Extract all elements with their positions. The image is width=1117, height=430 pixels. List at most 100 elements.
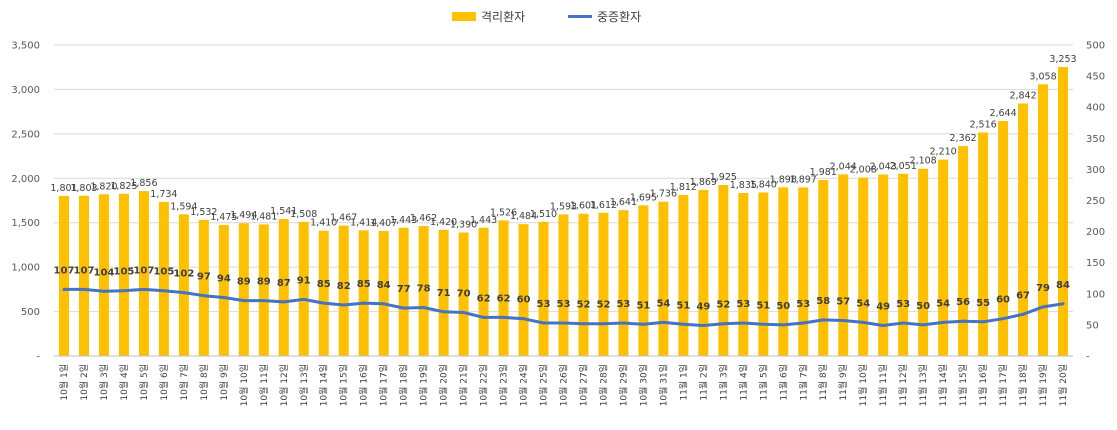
bar-value-label: 2,008 [850, 165, 877, 176]
bar-value-label: 1,410 [310, 218, 337, 229]
bar-isolated [138, 191, 149, 356]
bar-value-label: 1,508 [290, 209, 317, 220]
bar-isolated [558, 214, 569, 356]
line-value-label: 102 [173, 269, 194, 280]
y-right-tick-label: 100 [1086, 289, 1105, 300]
line-point-severe [282, 300, 286, 304]
bar-isolated [878, 174, 889, 356]
bar-isolated [458, 232, 469, 356]
bar-value-label: 1,593 [550, 201, 577, 212]
bar-value-label: 1,820 [90, 181, 117, 192]
line-value-label: 70 [457, 288, 471, 299]
line-value-label: 54 [856, 298, 870, 309]
bar-isolated [698, 189, 709, 356]
line-point-severe [262, 299, 266, 303]
bar-value-label: 1,420 [430, 217, 457, 228]
line-point-severe [522, 317, 526, 321]
bar-isolated [778, 187, 789, 356]
line-value-label: 52 [596, 300, 610, 311]
bar-isolated [218, 224, 229, 356]
bar-isolated [718, 184, 729, 356]
line-point-severe [921, 323, 925, 327]
line-value-label: 53 [796, 299, 810, 310]
bar-value-label: 1,443 [390, 215, 417, 226]
x-tick-label: 10월 30일 [637, 364, 649, 406]
line-value-label: 79 [1036, 283, 1050, 294]
y-left-tick-label: 3,500 [11, 41, 40, 52]
bar-value-label: 1,462 [410, 213, 437, 224]
x-tick-label: 11월 17일 [997, 364, 1009, 406]
bar-value-label: 2,051 [890, 161, 917, 172]
x-tick-label: 11월 2일 [697, 364, 709, 401]
line-value-label: 78 [417, 283, 431, 294]
y-right-tick-label: 400 [1086, 103, 1105, 114]
bar-isolated [118, 193, 129, 356]
y-right-tick-label: 200 [1086, 227, 1105, 238]
data-labels: 1,8011,8031,8201,8251,8561,7341,5941,532… [50, 54, 1076, 313]
y-left-tick-label: 1,000 [11, 263, 40, 274]
x-tick-label: 10월 19일 [418, 364, 430, 406]
bar-value-label: 2,108 [910, 156, 937, 167]
bar-value-label: 2,210 [930, 147, 957, 158]
bar-value-label: 1,835 [730, 180, 757, 191]
bar-value-label: 1,825 [110, 181, 137, 192]
line-point-severe [442, 310, 446, 314]
line-point-severe [861, 320, 865, 324]
bar-value-label: 1,695 [630, 192, 657, 203]
x-tick-label: 10월 17일 [378, 364, 390, 406]
bar-isolated [358, 230, 369, 356]
line-point-severe [681, 322, 685, 326]
line-value-label: 51 [756, 300, 770, 311]
bar-isolated [1018, 103, 1029, 356]
bar-value-label: 1,475 [210, 212, 237, 223]
bar-isolated [58, 195, 69, 356]
line-point-severe [422, 305, 426, 309]
line-point-severe [761, 322, 765, 326]
line-point-severe [1061, 302, 1065, 306]
line-point-severe [482, 315, 486, 319]
x-tick-label: 10월 29일 [617, 364, 629, 406]
x-tick-label: 10월 13일 [298, 364, 310, 406]
line-value-label: 53 [896, 299, 910, 310]
bar-isolated [758, 192, 769, 356]
x-tick-label: 10월 10일 [238, 364, 250, 406]
bar-value-label: 1,801 [50, 183, 77, 194]
bar-value-label: 1,840 [750, 180, 777, 191]
x-tick-label: 10월 2일 [78, 364, 90, 401]
x-tick-label: 10월 26일 [558, 364, 570, 406]
line-value-label: 53 [557, 299, 571, 310]
line-value-label: 107 [54, 265, 75, 276]
line-point-severe [1021, 312, 1025, 316]
y-right-tick-label: 150 [1086, 258, 1105, 269]
bar-value-label: 1,467 [330, 213, 357, 224]
legend: 격리환자 중증환자 [452, 10, 641, 24]
line-point-severe [821, 318, 825, 322]
bar-value-label: 1,443 [470, 215, 497, 226]
x-tick-label: 10월 25일 [538, 364, 550, 406]
line-point-severe [202, 294, 206, 298]
line-value-label: 91 [297, 275, 311, 286]
bar-value-label: 1,532 [190, 207, 217, 218]
line-value-label: 85 [357, 279, 371, 290]
bar-isolated [298, 222, 309, 356]
bar-value-label: 2,044 [830, 161, 857, 172]
line-value-label: 89 [237, 277, 251, 288]
bar-isolated [98, 194, 109, 356]
x-tick-label: 10월 20일 [438, 364, 450, 406]
x-tick-label: 11월 1일 [677, 364, 689, 401]
bar-isolated [238, 223, 249, 356]
line-point-severe [222, 296, 226, 300]
line-value-label: 53 [616, 299, 630, 310]
x-tick-label: 10월 18일 [398, 364, 410, 406]
line-point-severe [581, 322, 585, 326]
line-value-label: 57 [836, 297, 850, 308]
y-right-tick-label: 350 [1086, 134, 1105, 145]
line-value-label: 53 [736, 299, 750, 310]
bar-value-label: 3,058 [1029, 71, 1056, 82]
x-tick-label: 10월 5일 [138, 364, 150, 401]
y-left-tick-label: 3,000 [11, 85, 40, 96]
x-tick-label: 10월 27일 [577, 364, 589, 406]
line-value-label: 49 [696, 302, 710, 313]
x-tick-label: 11월 8일 [817, 364, 829, 401]
